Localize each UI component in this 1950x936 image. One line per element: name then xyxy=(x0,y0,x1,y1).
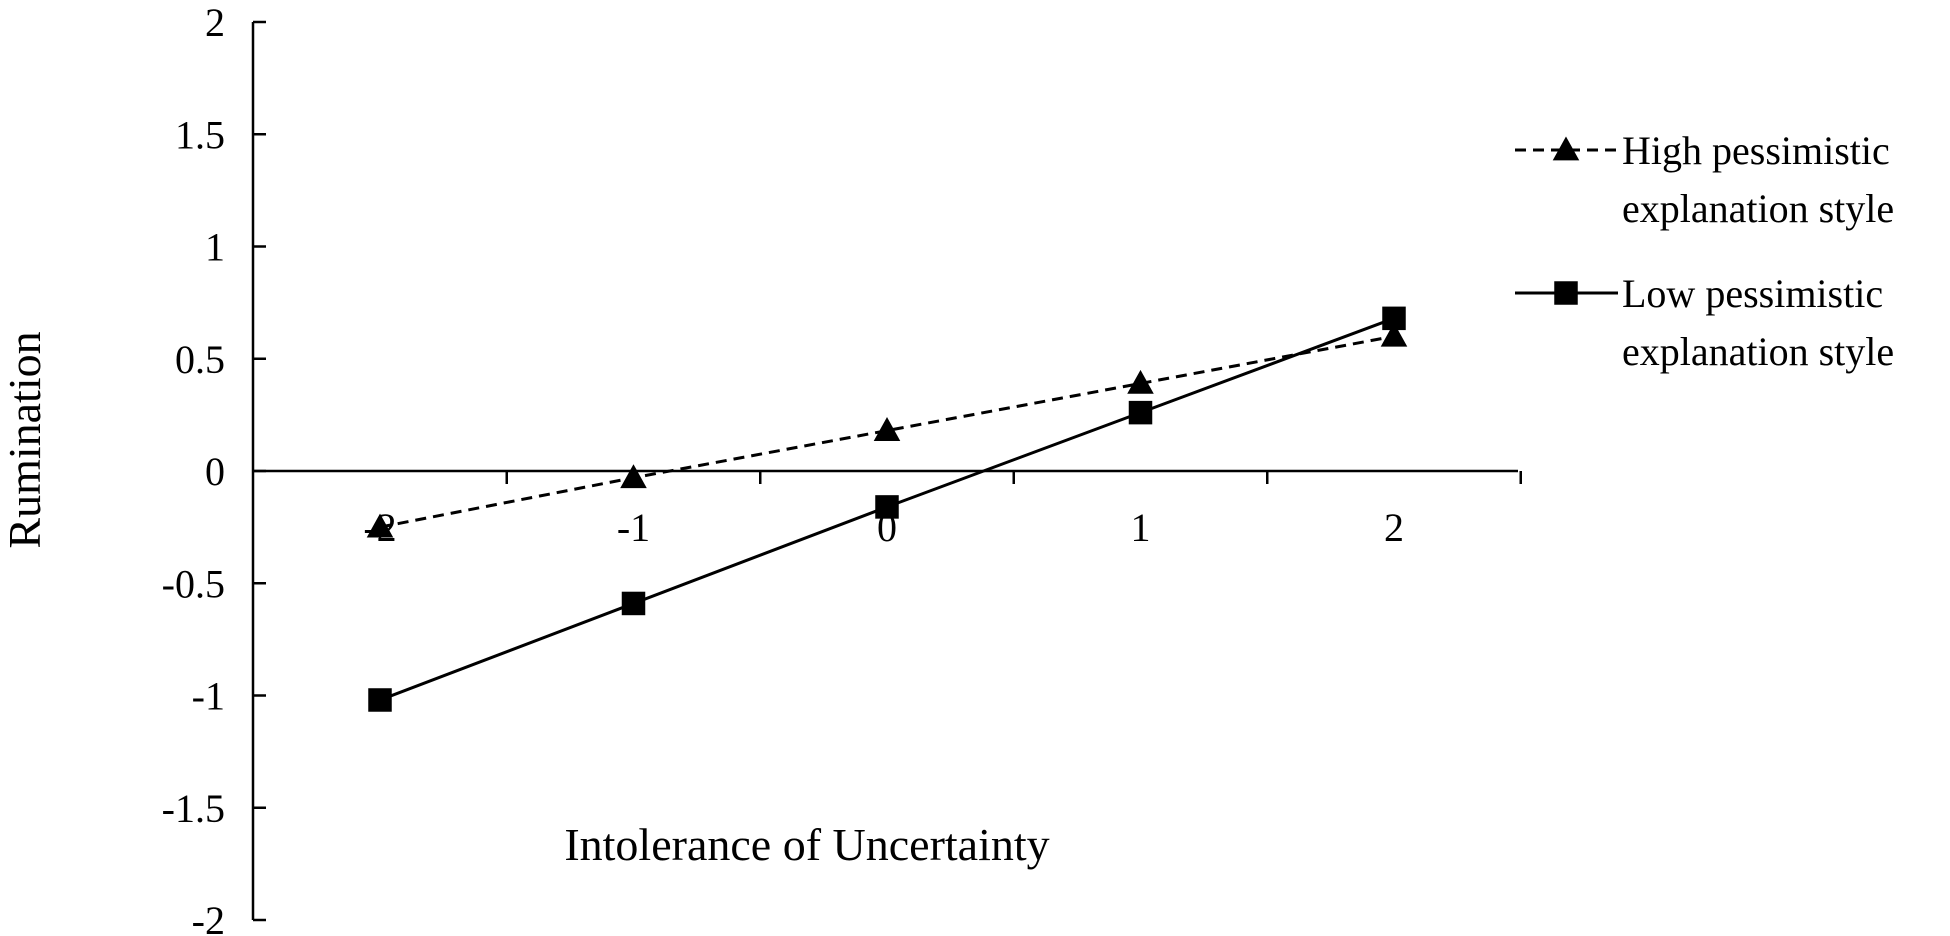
triangle-point xyxy=(1127,369,1154,394)
y-tick-label: -1 xyxy=(192,674,225,719)
x-tick-label: -1 xyxy=(617,505,650,550)
y-tick-label: 2 xyxy=(205,0,225,45)
legend-label: High pessimistic xyxy=(1622,128,1890,173)
triangle-point xyxy=(873,417,901,441)
legend-item: Low pessimistic explanation style xyxy=(1515,271,1894,374)
y-axis-title: Rumination xyxy=(0,331,50,548)
series-low-pessimistic xyxy=(368,306,1406,712)
x-tick-label: 2 xyxy=(1384,505,1404,550)
triangle-point xyxy=(366,513,394,538)
y-tick-label: 0 xyxy=(205,449,225,494)
legend-label: Low pessimistic xyxy=(1622,271,1883,316)
legend-label: explanation style xyxy=(1622,186,1894,231)
legend-square-marker xyxy=(1554,281,1578,305)
y-tick-label: 1.5 xyxy=(175,112,225,157)
series-line xyxy=(379,334,1395,529)
square-point xyxy=(1382,306,1406,331)
x-tick-label: 1 xyxy=(1131,505,1151,550)
y-tick-label: 1 xyxy=(205,225,225,270)
y-tick-label: 0.5 xyxy=(175,337,225,382)
y-tick-label: -1.5 xyxy=(162,786,225,831)
series-layer xyxy=(366,306,1408,712)
triangle-point xyxy=(1380,322,1408,347)
series-high-pessimistic xyxy=(366,322,1408,538)
square-point xyxy=(1128,400,1153,425)
y-tick-label: -2 xyxy=(192,898,225,936)
legend-label: explanation style xyxy=(1622,329,1894,374)
y-tick-label: -0.5 xyxy=(162,561,225,606)
square-point xyxy=(368,688,392,712)
square-point xyxy=(875,495,899,519)
square-point xyxy=(621,591,646,616)
triangle-point xyxy=(620,464,647,489)
legend-item: High pessimistic explanation style xyxy=(1515,128,1894,231)
legend-triangle-marker xyxy=(1552,136,1580,161)
x-axis-title: Intolerance of Uncertainty xyxy=(564,819,1049,870)
